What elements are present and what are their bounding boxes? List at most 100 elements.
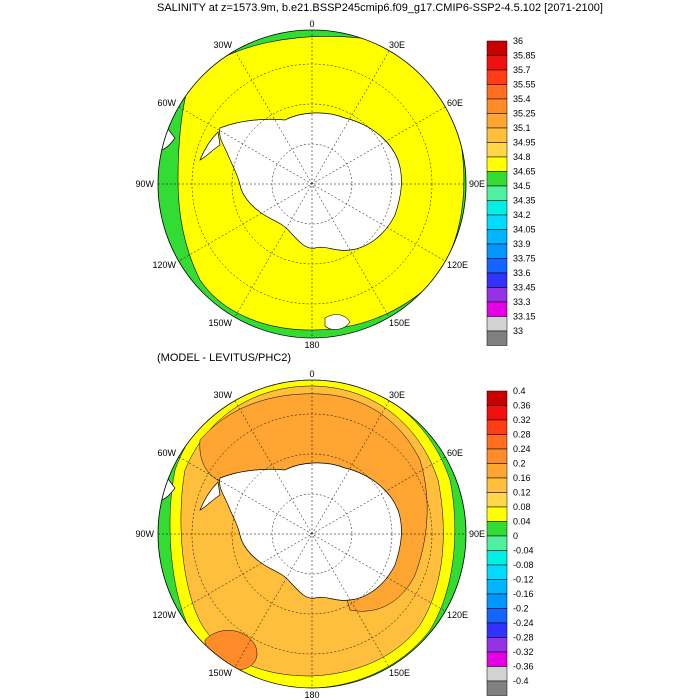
colorbar-tick-label: -0.4	[513, 676, 529, 686]
colorbar-tick-label: 0.32	[513, 415, 531, 425]
colorbar-tick-label: 0.4	[513, 386, 526, 396]
bottom-colorbar: 0.4 0.36 0.32 0.28 0.24 0.2 0.16 0.12 0.08 0.04 0 -…	[486, 386, 534, 696]
colorbar-tick-label: -0.08	[513, 560, 534, 570]
lon-label: 150W	[208, 668, 232, 678]
colorbar-swatch	[486, 477, 508, 493]
colorbar-tick-label: 33.9	[513, 239, 531, 249]
colorbar-tick-label: 0.28	[513, 430, 531, 440]
colorbar-tick-label: 33.45	[513, 283, 536, 293]
colorbar-swatch	[486, 243, 508, 259]
colorbar-tick-label: -0.32	[513, 647, 534, 657]
colorbar-swatch	[486, 637, 508, 653]
colorbar-tick-label: 0.2	[513, 459, 526, 469]
lon-label: 90E	[469, 179, 485, 189]
colorbar-tick-label: 34.35	[513, 196, 536, 206]
colorbar-tick-label: 33	[513, 326, 523, 336]
colorbar-tick-label: 35.25	[513, 109, 536, 119]
colorbar-tick-label: 0.24	[513, 444, 531, 454]
lon-label: 150E	[389, 668, 410, 678]
colorbar-tick-label: 0.36	[513, 401, 531, 411]
lon-label: 30E	[389, 390, 405, 400]
lon-label: 120W	[152, 610, 176, 620]
lon-label: 90W	[135, 179, 154, 189]
colorbar-tick-label: 0	[513, 531, 518, 541]
colorbar-swatch	[486, 550, 508, 566]
colorbar-tick-label: 35.85	[513, 51, 536, 61]
colorbar-swatch	[486, 214, 508, 230]
lon-label: 60E	[447, 98, 463, 108]
lon-label: 150W	[208, 318, 232, 328]
lon-label: 30E	[389, 40, 405, 50]
colorbar-tick-label: 35.4	[513, 94, 531, 104]
colorbar-swatch	[486, 506, 508, 522]
colorbar-swatch	[486, 390, 508, 406]
colorbar-swatch	[486, 142, 508, 158]
top-longitude-labels: 0 30E 60E 90E 120E 150E 180 150W 120W 90…	[135, 19, 485, 350]
colorbar-swatch	[486, 608, 508, 624]
colorbar-swatch	[486, 651, 508, 667]
colorbar-tick-label: -0.16	[513, 589, 534, 599]
colorbar-swatch	[486, 593, 508, 609]
colorbar-swatch	[486, 564, 508, 580]
colorbar-swatch	[486, 272, 508, 288]
colorbar-swatch	[486, 229, 508, 245]
colorbar-tick-label: -0.36	[513, 662, 534, 672]
colorbar-swatch	[486, 492, 508, 508]
colorbar-swatch	[486, 419, 508, 435]
colorbar-swatch	[486, 98, 508, 114]
colorbar-tick-label: -0.28	[513, 633, 534, 643]
top-polar-map: 0 30E 60E 90E 120E 150E 180 150W 120W 90…	[135, 19, 485, 350]
bottom-longitude-labels: 0 30E 60E 90E 120E 150E 180 150W 120W 90…	[135, 369, 485, 700]
lon-label: 120W	[152, 260, 176, 270]
colorbar-swatch	[486, 171, 508, 187]
colorbar-tick-label: -0.12	[513, 575, 534, 585]
colorbar-swatch	[486, 55, 508, 71]
colorbar-swatch	[486, 448, 508, 464]
colorbar-swatch	[486, 680, 508, 696]
colorbar-swatch	[486, 69, 508, 85]
lon-label: 180	[304, 690, 319, 700]
colorbar-swatch	[486, 287, 508, 303]
colorbar-swatch	[486, 622, 508, 638]
colorbar-tick-label: 0.08	[513, 502, 531, 512]
colorbar-tick-label: 34.2	[513, 210, 531, 220]
lon-label: 0	[309, 19, 314, 29]
bottom-polar-map: 0 30E 60E 90E 120E 150E 180 150W 120W 90…	[135, 369, 485, 700]
colorbar-swatch	[486, 156, 508, 172]
top-colorbar: 36 35.85 35.7 35.55 35.4 35.25 35.1 34.95 34.8 34…	[486, 36, 536, 346]
lon-label: 30W	[213, 390, 232, 400]
lon-label: 180	[304, 340, 319, 350]
lon-label: 90E	[469, 529, 485, 539]
colorbar-swatch	[486, 463, 508, 479]
colorbar-tick-label: 33.6	[513, 268, 531, 278]
colorbar-tick-label: 35.7	[513, 65, 531, 75]
colorbar-swatch	[486, 113, 508, 129]
lon-label: 60E	[447, 448, 463, 458]
bottom-map-title: (MODEL - LEVITUS/PHC2)	[157, 352, 292, 364]
lon-label: 150E	[389, 318, 410, 328]
lon-label: 60W	[157, 448, 176, 458]
top-map-title: SALINITY at z=1573.9m, b.e21.BSSP245cmip…	[157, 2, 603, 14]
colorbar-tick-label: 34.8	[513, 152, 531, 162]
colorbar-tick-label: 34.5	[513, 181, 531, 191]
colorbar-tick-label: 34.95	[513, 138, 536, 148]
colorbar-swatch	[486, 316, 508, 332]
colorbar-tick-label: 33.3	[513, 297, 531, 307]
lon-label: 30W	[213, 40, 232, 50]
colorbar-swatch	[486, 666, 508, 682]
colorbar-swatch	[486, 127, 508, 143]
colorbar-tick-label: 35.1	[513, 123, 531, 133]
lon-label: 90W	[135, 529, 154, 539]
colorbar-swatch	[486, 200, 508, 216]
lon-label: 120E	[447, 610, 468, 620]
colorbar-tick-label: -0.24	[513, 618, 534, 628]
colorbar-swatch	[486, 258, 508, 274]
colorbar-swatch	[486, 434, 508, 450]
colorbar-swatch	[486, 185, 508, 201]
colorbar-tick-label: 35.55	[513, 80, 536, 90]
colorbar-tick-label: -0.04	[513, 546, 534, 556]
lon-label: 120E	[447, 260, 468, 270]
colorbar-swatch	[486, 330, 508, 346]
colorbar-swatch	[486, 521, 508, 537]
